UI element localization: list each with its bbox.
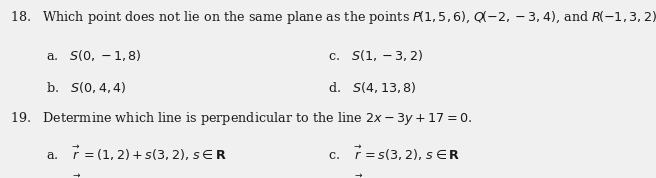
Text: d.   $S(4,13,8)$: d. $S(4,13,8)$	[328, 80, 417, 95]
Text: a.   $S(0,-1,8)$: a. $S(0,-1,8)$	[46, 48, 142, 63]
Text: b.   $S(0,4,4)$: b. $S(0,4,4)$	[46, 80, 127, 95]
Text: c.   $\overset{\rightarrow}{r} = s(3,2),\, s \in \mathbf{R}$: c. $\overset{\rightarrow}{r} = s(3,2),\,…	[328, 142, 460, 163]
Text: d.   $\overset{\rightarrow}{r} = (2,-3)+s(3,-2),\, s \in \mathbf{R}$: d. $\overset{\rightarrow}{r} = (2,-3)+s(…	[328, 171, 541, 178]
Text: a.   $\overset{\rightarrow}{r} = (1,2)+s(3,2),\, s \in \mathbf{R}$: a. $\overset{\rightarrow}{r} = (1,2)+s(3…	[46, 142, 227, 163]
Text: 18.   Which point does not lie on the same plane as the points $P\!(1,5,6)$, $Q\: 18. Which point does not lie on the same…	[10, 9, 656, 26]
Text: b.   $\overset{\rightarrow}{r} = (1,7)+s(2,-3),\, s \in \mathbf{R}$: b. $\overset{\rightarrow}{r} = (1,7)+s(2…	[46, 171, 243, 178]
Text: c.   $S(1,-3,2)$: c. $S(1,-3,2)$	[328, 48, 423, 63]
Text: 19.   Determine which line is perpendicular to the line $2x-3y+17=0$.: 19. Determine which line is perpendicula…	[10, 110, 472, 127]
